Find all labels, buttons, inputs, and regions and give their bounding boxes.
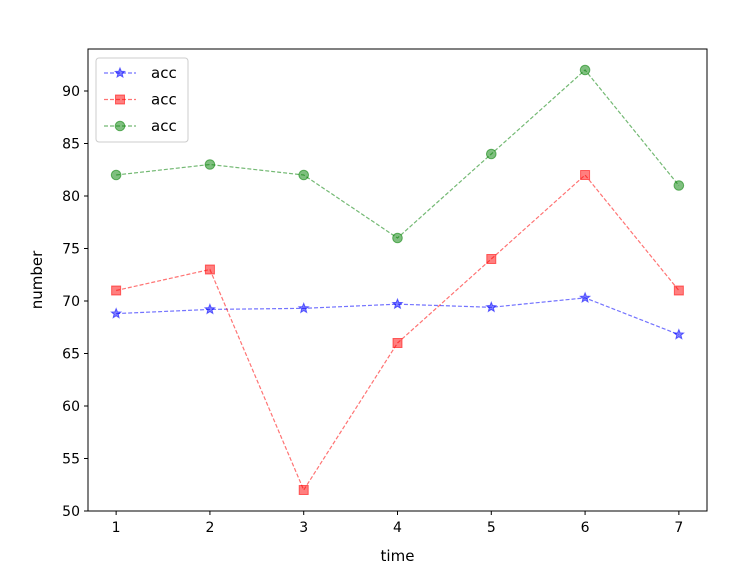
axis-ticks: 1 2 3 4 5 6 7 50 55 60 65 70 75 80 85 90 (62, 84, 683, 536)
data-point-series-1 (297, 302, 310, 314)
data-point-series-3 (298, 169, 310, 181)
y-tick-label: 55 (62, 452, 80, 468)
x-tick-label: 5 (487, 520, 496, 536)
x-tick-label: 3 (299, 520, 308, 536)
data-point-series-3 (392, 232, 403, 244)
x-axis-label: time (381, 547, 415, 565)
x-tick-label: 1 (112, 520, 121, 536)
legend: acc acc acc (95, 57, 189, 143)
data-point-series-2 (486, 254, 497, 264)
y-tick-label: 75 (62, 242, 80, 258)
plot-frame (87, 48, 708, 512)
data-point-series-2 (298, 485, 309, 495)
legend-label-3: acc (151, 117, 177, 135)
y-tick-label: 80 (62, 189, 80, 205)
data-point-series-3 (579, 64, 591, 76)
data-point-series-1 (203, 303, 216, 315)
data-point-series-2 (111, 285, 122, 296)
data-point-series-2 (204, 264, 215, 275)
x-tick-label: 2 (205, 520, 214, 536)
y-tick-label: 70 (62, 294, 80, 310)
data-point-series-2 (392, 338, 403, 348)
y-tick-label: 60 (62, 399, 80, 415)
data-point-series-1 (391, 297, 404, 310)
data-point-series-2 (673, 285, 684, 296)
legend-label-2: acc (151, 91, 177, 109)
data-point-series-3 (110, 169, 122, 181)
x-tick-label: 7 (674, 520, 683, 536)
series-group (110, 64, 685, 495)
legend-marker-2 (115, 94, 125, 105)
y-tick-label: 50 (62, 504, 80, 520)
y-tick-label: 65 (62, 347, 80, 363)
x-tick-label: 6 (581, 520, 590, 536)
data-point-series-3 (673, 180, 685, 191)
data-point-series-3 (204, 159, 216, 170)
legend-marker-1 (113, 66, 127, 79)
y-axis-label: number (28, 250, 46, 309)
legend-label-1: acc (151, 64, 177, 82)
legend-marker-3 (114, 120, 126, 132)
y-tick-label: 85 (62, 137, 80, 153)
data-point-series-1 (579, 291, 592, 303)
data-point-series-1 (110, 307, 123, 319)
y-tick-label: 90 (62, 84, 80, 100)
x-tick-label: 4 (393, 520, 402, 536)
data-point-series-1 (672, 328, 685, 340)
plot-background (88, 49, 707, 511)
data-point-series-1 (485, 300, 498, 313)
data-point-series-2 (580, 170, 591, 180)
data-point-series-3 (485, 148, 497, 160)
